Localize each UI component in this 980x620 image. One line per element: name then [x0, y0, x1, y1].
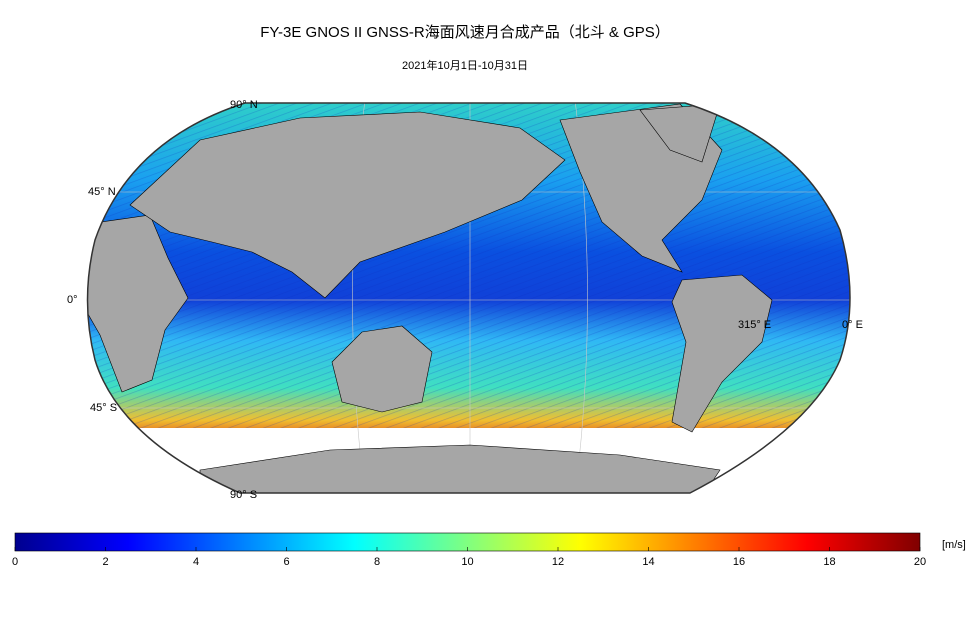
lon-label: 0° E [842, 319, 863, 331]
colorbar-tick-label: 14 [642, 556, 654, 568]
colorbar-tick-label: 12 [552, 556, 564, 568]
colorbar-tick-label: 20 [914, 556, 926, 568]
map-frame [86, 102, 851, 494]
subtitle: 2021年10月1日-10月31日 [402, 58, 528, 72]
colorbar-tick-label: 16 [733, 556, 745, 568]
lat-label: 45° N [88, 186, 116, 198]
map [87, 103, 850, 493]
lat-label: 90° N [230, 99, 258, 111]
title: FY-3E GNOS II GNSS-R海面风速月合成产品（北斗 & GPS） [260, 24, 670, 41]
colorbar-tick-label: 2 [102, 556, 108, 568]
lat-label: 45° S [90, 402, 117, 414]
colorbar-unit: [m/s] [942, 539, 966, 551]
colorbar-tick-label: 4 [193, 556, 199, 568]
colorbar-tick-label: 10 [461, 556, 473, 568]
land [87, 103, 773, 493]
colorbar-tick-label: 8 [374, 556, 380, 568]
lat-label: 0° [67, 294, 78, 306]
lat-label: 90° S [230, 489, 257, 501]
colorbar-tick-label: 18 [823, 556, 835, 568]
colorbar-ticks: 0 2 4 6 8 10 12 14 16 18 20 [12, 547, 926, 568]
colorbar-tick-label: 6 [283, 556, 289, 568]
lon-label: 315° E [738, 319, 771, 331]
colorbar-tick-label: 0 [12, 556, 18, 568]
